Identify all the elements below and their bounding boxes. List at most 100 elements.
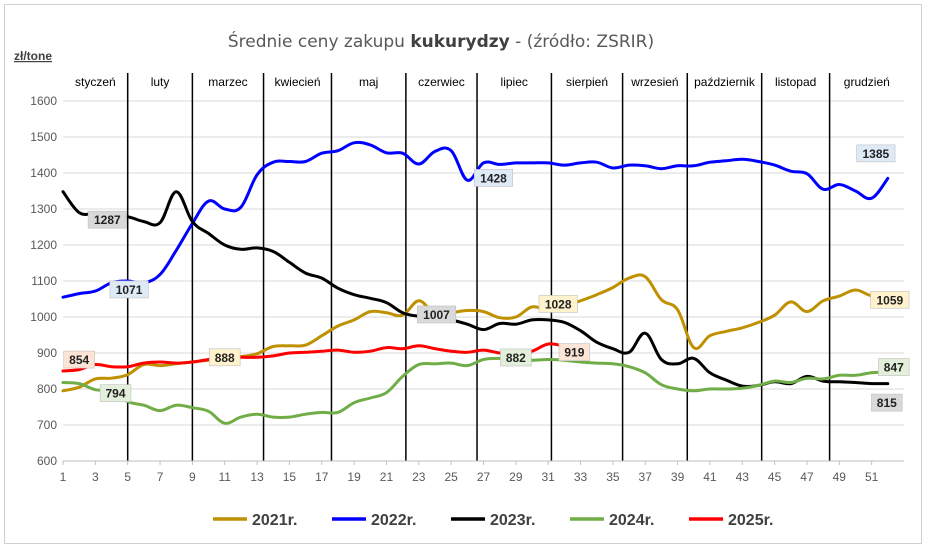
data-label: 1007 [417,305,457,324]
x-tick-label: 35 [606,470,620,484]
x-tick-label: 51 [865,470,879,484]
data-label-text: 1007 [423,308,450,322]
data-label-box [856,144,896,163]
y-tick-label: 1000 [30,310,57,324]
data-label-text: 1428 [480,171,507,185]
chart-title-suffix: - (źródło: ZSRIR) [510,32,654,52]
series-line-2023r [61,190,890,389]
x-tick-label: 15 [283,470,297,484]
x-tick-label: 25 [444,470,458,484]
data-label: 919 [558,343,591,361]
data-label: 854 [63,350,95,369]
legend-label: 2025r. [728,512,773,529]
data-label-text: 847 [884,361,904,375]
data-label: 815 [871,393,903,412]
month-label: sierpień [566,75,608,89]
month-label: styczeń [75,75,116,89]
data-label: 1385 [856,144,896,163]
y-tick-label: 1500 [30,130,57,144]
x-tick-label: 45 [768,470,782,484]
x-tick-label: 5 [124,470,131,484]
y-tick-label: 700 [37,418,57,432]
data-labels: 854 1287 1071 794 888 1007 1428 882 1028 919 1385 1… [63,144,910,412]
y-tick-label: 900 [37,346,57,360]
month-label: marzec [208,75,247,89]
x-tick-label: 17 [315,470,329,484]
legend-label: 2024r. [609,512,654,529]
y-tick-label: 600 [37,454,57,468]
gridlines [63,100,904,426]
month-label: luty [151,75,170,89]
x-tick-label: 3 [92,470,99,484]
data-label-text: 919 [564,346,584,360]
month-label: wrzesień [630,75,678,89]
legend: 2021r. 2022r. 2023r. 2024r. 2025r. [213,512,773,529]
x-tick-label: 47 [800,470,814,484]
x-tick-label: 13 [250,470,264,484]
month-label: czerwiec [418,75,465,89]
x-tick-label: 41 [703,470,717,484]
y-tick-label: 1200 [30,238,57,252]
x-tick-label: 23 [412,470,426,484]
data-label-text: 1287 [94,213,121,227]
data-label-box [209,348,241,367]
month-label: kwiecień [274,75,320,89]
x-tick-label: 19 [347,470,361,484]
series-line-2024r [61,356,890,425]
legend-item: 2023r. [451,512,535,529]
data-label-text: 854 [69,353,89,367]
data-label-box [878,358,910,376]
x-tick-label: 31 [542,470,556,484]
y-tick-label: 800 [37,382,57,396]
series-line-2025r [61,342,566,373]
x-tick-label: 29 [509,470,523,484]
data-label-box [870,290,910,309]
y-tick-label: 1600 [30,94,57,108]
x-tick-label: 37 [639,470,653,484]
month-label: listopad [775,75,816,89]
legend-item: 2024r. [570,512,654,529]
x-tick-label: 1 [60,470,67,484]
data-label-box [99,384,132,402]
data-label: 1028 [538,295,578,313]
legend-item: 2022r. [332,512,416,529]
y-axis-label: zł/tone [14,49,52,63]
data-label-text: 882 [506,351,526,365]
data-label-box [109,280,149,299]
data-label-box [473,169,513,187]
chart-title-prefix: Średnie ceny zakupu [228,30,410,52]
data-label: 794 [99,384,132,402]
x-tick-label: 7 [157,470,164,484]
legend-item: 2025r. [689,512,773,529]
data-label-text: 1028 [545,297,572,311]
x-tick-label: 49 [833,470,847,484]
month-label: październik [694,75,756,89]
y-tick-label: 1100 [31,274,57,288]
data-label-text: 794 [106,387,126,401]
data-label-box [558,343,591,361]
data-label: 1428 [473,169,513,187]
legend-item: 2021r. [213,512,297,529]
chart-title-bold: kukurydzy [410,32,509,52]
data-label-text: 1385 [862,147,889,161]
data-label-text: 888 [215,351,235,365]
data-label-text: 1071 [116,283,143,297]
x-tick-label: 11 [218,470,231,484]
axes: 600 700 800 900 1000 1100 1200 1300 1400 1500 1600… [30,94,904,484]
legend-label: 2023r. [490,512,535,529]
month-label: lipiec [501,75,528,89]
x-tick-label: 43 [736,470,750,484]
data-label-box [500,348,532,367]
chart-title: Średnie ceny zakupu kukurydzy - (źródło:… [228,30,654,52]
month-label: maj [359,75,378,89]
data-label-box [538,295,578,313]
x-tick-label: 33 [574,470,588,484]
data-label: 847 [878,358,910,376]
x-tick-label: 21 [380,470,394,484]
legend-label: 2021r. [252,512,297,529]
data-label-box [87,210,127,229]
y-tick-label: 1400 [30,166,57,180]
series-line-2022r [61,140,890,299]
data-label: 882 [500,348,532,367]
data-label-text: 815 [877,396,897,410]
